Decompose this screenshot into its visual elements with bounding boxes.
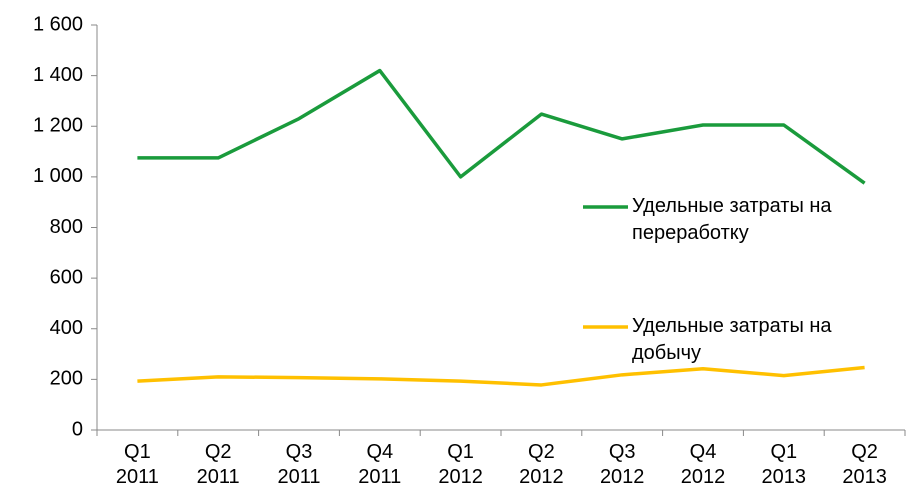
y-tick-label: 1 600: [33, 13, 83, 35]
y-tick-label: 1 000: [33, 165, 83, 187]
x-tick-label: Q4 2012: [680, 441, 726, 488]
legend-label: Удельные затраты на переработку: [632, 195, 832, 244]
x-tick-label: Q1 2011: [115, 441, 159, 488]
legend-label: Удельные затраты на добычу: [632, 315, 832, 364]
x-tick-label: Q1 2013: [761, 441, 807, 488]
x-tick-label: Q2 2013: [842, 441, 887, 488]
x-tick-label: Q4 2011: [358, 441, 402, 488]
x-tick-label: Q2 2011: [196, 441, 240, 488]
y-tick-label: 800: [50, 216, 83, 238]
y-tick-label: 1 400: [33, 64, 83, 86]
y-tick-label: 1 200: [33, 115, 83, 137]
y-tick-label: 0: [72, 418, 83, 440]
y-tick-label: 400: [50, 317, 83, 339]
x-tick-label: Q1 2012: [438, 441, 483, 488]
series-line: [137, 68, 866, 185]
y-tick-label: 200: [50, 368, 83, 390]
series-line: [137, 365, 865, 387]
x-tick-label: Q3 2012: [599, 441, 645, 488]
x-tick-label: Q2 2012: [519, 441, 564, 488]
x-tick-label: Q3 2011: [277, 441, 321, 488]
y-tick-label: 600: [50, 266, 83, 288]
